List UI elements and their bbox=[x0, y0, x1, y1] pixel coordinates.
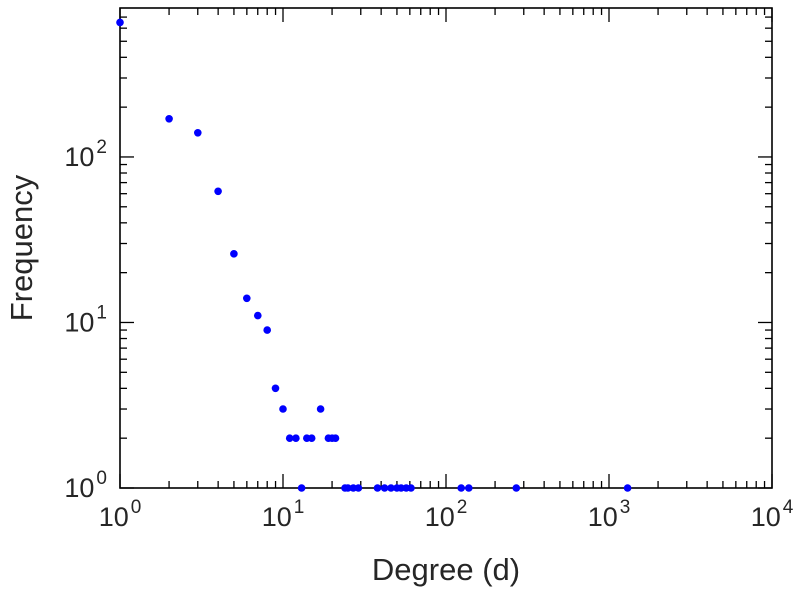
data-points bbox=[116, 18, 632, 492]
data-point bbox=[279, 405, 287, 413]
axis-ticks bbox=[119, 8, 773, 489]
data-point bbox=[307, 434, 316, 443]
frame-rect bbox=[119, 7, 773, 489]
x-tick-label: 10 2 bbox=[425, 497, 468, 532]
data-point bbox=[465, 484, 473, 492]
data-point bbox=[457, 484, 466, 492]
y-tick-label: 10 1 bbox=[64, 302, 107, 337]
data-point bbox=[344, 484, 352, 492]
x-axis-title: Degree (d) bbox=[372, 552, 520, 587]
data-point bbox=[230, 250, 238, 258]
data-point bbox=[354, 484, 363, 492]
data-point bbox=[194, 129, 202, 137]
y-tick-label: 10 0 bbox=[64, 468, 107, 503]
y-axis-title: Frequency bbox=[4, 174, 39, 321]
data-point bbox=[316, 405, 325, 413]
data-point bbox=[512, 484, 521, 492]
data-point bbox=[331, 434, 340, 443]
data-point bbox=[387, 484, 395, 492]
x-tick-label: 10 3 bbox=[588, 497, 631, 532]
y-tick-label: 10 2 bbox=[64, 137, 107, 172]
data-point bbox=[285, 434, 294, 443]
data-point bbox=[243, 294, 251, 303]
data-point bbox=[165, 115, 173, 123]
data-point bbox=[407, 484, 415, 492]
data-point bbox=[380, 484, 389, 492]
tick-labels: 10 0 10 1 10 2 10 3 10 4 10 0 10 1 10 2 bbox=[64, 137, 793, 532]
data-point bbox=[292, 434, 300, 443]
plot-frame bbox=[119, 7, 773, 489]
data-point bbox=[271, 384, 280, 393]
data-point bbox=[116, 18, 124, 27]
data-point bbox=[263, 326, 272, 334]
data-point bbox=[214, 187, 222, 196]
data-point bbox=[297, 484, 306, 492]
x-tick-label: 10 1 bbox=[262, 497, 305, 532]
data-point bbox=[373, 484, 382, 492]
data-point bbox=[253, 311, 262, 320]
data-point bbox=[623, 484, 632, 492]
x-tick-label: 10 0 bbox=[99, 497, 142, 532]
x-tick-label: 10 4 bbox=[751, 497, 794, 532]
